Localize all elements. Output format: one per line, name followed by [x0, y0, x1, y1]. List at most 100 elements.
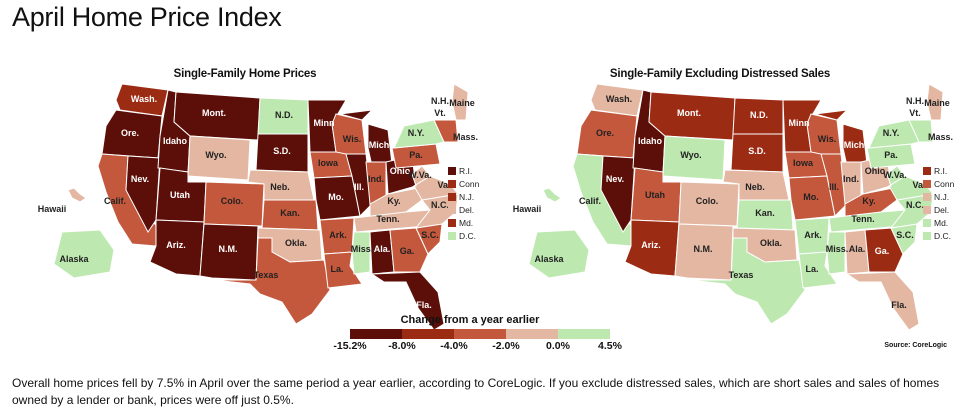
state-label-nd: N.D. [750, 110, 768, 120]
map-panel-all-sales: Wash. Ore. Calif. Nev. Idaho Mont. Wyo. Utah Ari… [10, 62, 480, 332]
small-state-label: Del. [459, 205, 474, 215]
state-label-ks: Kan. [755, 208, 775, 218]
map-title-excluding-distressed: Single-Family Excluding Distressed Sales [609, 68, 831, 80]
small-state-swatch [448, 167, 456, 175]
state-ne6 [908, 119, 934, 143]
small-state-swatch [448, 232, 456, 240]
scale-tick: 0.0% [546, 340, 570, 352]
state-tx [213, 237, 331, 325]
state-label-vt: Vt. [909, 108, 921, 118]
state-label-oh: Ohio [390, 166, 411, 176]
small-state-swatch [923, 193, 931, 201]
state-label-nv: Nev. [131, 174, 149, 184]
state-label-id: Idaho [638, 136, 663, 146]
state-label-al: Ala. [849, 244, 866, 254]
scale-bin-4 [506, 329, 558, 339]
scale-tick: 4.5% [598, 340, 622, 352]
state-hi [542, 187, 562, 203]
state-label-ky: Ky. [387, 196, 400, 206]
state-label-nc: N.C. [906, 200, 924, 210]
state-label-sd: S.D. [273, 146, 291, 156]
state-label-sc: S.C. [896, 230, 914, 240]
state-label-hi: Hawaii [513, 204, 542, 214]
state-mo [313, 175, 361, 221]
small-state-label: Del. [934, 205, 949, 215]
state-label-va: Va. [912, 180, 925, 190]
state-la [798, 251, 838, 289]
state-label-al: Ala. [374, 244, 391, 254]
state-label-nm: N.M. [694, 244, 713, 254]
state-label-tx: Texas [254, 270, 279, 280]
state-label-ak: Alaska [534, 254, 564, 264]
state-label-wv: W.Va. [883, 170, 907, 180]
small-state-label: R.I. [934, 166, 947, 176]
state-label-nd: N.D. [275, 110, 293, 120]
state-label-or: Ore. [596, 128, 614, 138]
state-label-ut: Utah [170, 190, 190, 200]
state-label-mo: Mo. [328, 192, 344, 202]
small-state-label: R.I. [459, 166, 472, 176]
state-fl [845, 271, 920, 331]
state-label-mt: Mont. [677, 108, 701, 118]
small-state-swatch [923, 232, 931, 240]
state-label-ok: Okla. [285, 238, 307, 248]
state-label-ak: Alaska [59, 254, 89, 264]
small-state-swatch [923, 219, 931, 227]
state-label-ma: Mass. [928, 132, 953, 142]
state-label-in: Ind. [368, 174, 384, 184]
state-label-ga: Ga. [400, 246, 415, 256]
state-nm [199, 223, 259, 281]
state-ms [826, 231, 846, 275]
state-ny [393, 119, 445, 149]
state-label-mi: Mich [844, 140, 865, 150]
small-state-label: D.C. [459, 231, 476, 241]
small-state-swatch [448, 180, 456, 188]
scale-bin-3 [454, 329, 506, 339]
state-ne6 [433, 119, 459, 143]
state-label-mn: Minn [789, 118, 810, 128]
small-state-swatch [923, 206, 931, 214]
state-label-il: Ill. [829, 182, 839, 192]
scale-tick: -15.2% [333, 340, 367, 352]
state-label-me: Maine [924, 98, 950, 108]
state-label-mn: Minn [314, 118, 335, 128]
state-mo [788, 175, 836, 221]
state-label-tn: Tenn. [376, 214, 399, 224]
state-hi [67, 187, 87, 203]
state-label-nh: N.H. [431, 96, 449, 106]
state-ga [389, 227, 429, 273]
state-il [345, 153, 373, 218]
state-label-tx: Texas [729, 270, 754, 280]
state-label-wy: Wyo. [680, 150, 701, 160]
state-label-ms: Miss. [351, 244, 374, 254]
state-label-ky: Ky. [862, 196, 875, 206]
state-label-wv: W.Va. [408, 170, 432, 180]
state-label-sc: S.C. [421, 230, 439, 240]
scale-bar [350, 329, 610, 339]
state-label-nc: N.C. [431, 200, 449, 210]
state-label-in: Ind. [843, 174, 859, 184]
state-label-wi: Wis. [818, 134, 836, 144]
scale-bin-1 [350, 329, 402, 339]
state-label-sd: S.D. [748, 146, 766, 156]
source-credit: Source: CoreLogic [884, 342, 947, 349]
state-ak [528, 229, 590, 279]
state-label-va: Va. [437, 180, 450, 190]
scale-tick: -2.0% [492, 340, 520, 352]
map-title-all-sales: Single-Family Home Prices [173, 68, 317, 80]
state-il [820, 153, 848, 218]
caption-text: Overall home prices fell by 7.5% in Apri… [12, 376, 940, 407]
state-label-wy: Wyo. [205, 150, 226, 160]
state-label-ar: Ark. [329, 230, 347, 240]
state-label-az: Ariz. [166, 240, 186, 250]
state-ak [53, 229, 115, 279]
small-state-label: Md. [459, 218, 473, 228]
state-label-ne: Neb. [745, 182, 765, 192]
state-label-nm: N.M. [219, 244, 238, 254]
scale-bin-5 [558, 329, 610, 339]
state-label-pa: Pa. [884, 150, 898, 160]
scale-bin-2 [402, 329, 454, 339]
state-label-vt: Vt. [434, 108, 446, 118]
state-label-ga: Ga. [875, 246, 890, 256]
state-label-mo: Mo. [803, 192, 819, 202]
